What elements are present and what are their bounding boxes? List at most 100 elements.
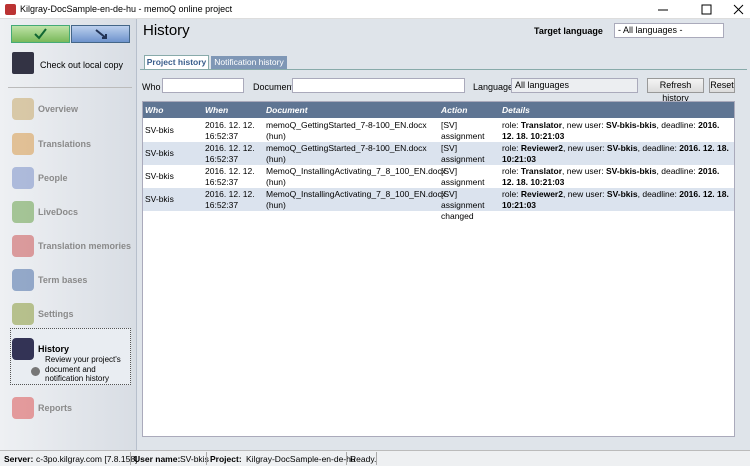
nav-item[interactable]: History: [38, 344, 70, 354]
document-select[interactable]: [292, 78, 465, 93]
status-user: SV-bkis: [180, 454, 209, 464]
table-row[interactable]: SV-bkis 2016. 12. 12. 16:52:37 MemoQ_Insta…: [143, 188, 734, 221]
cell-who: SV-bkis: [145, 125, 174, 135]
cell-who: SV-bkis: [145, 171, 174, 181]
cell-details: role: Translator, new user: SV-bkis-bkis…: [502, 120, 732, 142]
detail-segment: SV-bkis-bkis: [605, 120, 657, 130]
cell-details: role: Reviewer2, new user: SV-bkis, dead…: [502, 143, 732, 165]
title-bar: Kilgray-DocSample-en-de-hu - memoQ onlin…: [0, 0, 750, 19]
nav-item[interactable]: People: [38, 173, 68, 183]
nav-item[interactable]: Settings: [38, 309, 74, 319]
detail-segment: , new user:: [562, 189, 607, 199]
table-row[interactable]: SV-bkis 2016. 12. 12. 16:52:37 memoQ_Getti…: [143, 119, 734, 152]
cell-when: 2016. 12. 12. 16:52:37: [205, 120, 255, 141]
nav-icon: [12, 269, 34, 291]
cell-who: SV-bkis: [145, 148, 174, 158]
detail-segment: , deadline:: [656, 120, 699, 130]
cell-document: memoQ_GettingStarted_7-8-100_EN.docx (hu…: [266, 120, 427, 141]
detail-segment: role:: [502, 166, 521, 176]
target-language-label: Target language: [534, 26, 603, 36]
status-server-label: Server:: [4, 454, 34, 464]
nav-icon: [12, 201, 34, 223]
table-row[interactable]: SV-bkis 2016. 12. 12. 16:52:37 MemoQ_Insta…: [143, 165, 734, 198]
status-bar: Server: c-3po.kilgray.com [7.8.158] User n…: [0, 450, 750, 466]
tab-active[interactable]: Project history: [144, 55, 209, 69]
nav-item[interactable]: Overview: [38, 104, 79, 114]
sync-button[interactable]: [71, 25, 130, 43]
status-separator: [346, 452, 347, 465]
help-icon[interactable]: [31, 367, 40, 376]
separator: [8, 87, 132, 88]
column-header[interactable]: Action: [441, 105, 468, 115]
cell-action: [SV] assignment changed: [441, 189, 485, 221]
table-row[interactable]: SV-bkis 2016. 12. 12. 16:52:37 memoQ_Getti…: [143, 142, 734, 175]
status-project: Kilgray-DocSample-en-de-hu: [246, 454, 356, 464]
checkout-icon: [12, 52, 34, 74]
detail-segment: Translator: [520, 166, 563, 176]
detail-segment: role:: [502, 120, 521, 130]
status-separator: [130, 452, 131, 465]
app-icon: [5, 4, 16, 15]
checkout-link[interactable]: Check out local copy: [40, 60, 124, 70]
reset-button[interactable]: Reset: [709, 78, 735, 93]
cell-details: role: Reviewer2, new user: SV-bkis, dead…: [502, 189, 732, 211]
column-header[interactable]: Document: [266, 105, 308, 115]
history-description: Review your project's document and notif…: [45, 355, 121, 383]
nav-icon: [12, 98, 34, 120]
nav-item[interactable]: Term bases: [38, 275, 88, 285]
cell-document: memoQ_GettingStarted_7-8-100_EN.docx (hu…: [266, 143, 427, 164]
refresh-button[interactable]: Refresh history: [647, 78, 704, 103]
target-language-select[interactable]: - All languages -: [614, 23, 724, 38]
active-nav-box: [10, 328, 131, 385]
page-title: History: [143, 22, 190, 39]
detail-segment: , new user:: [562, 120, 606, 130]
cell-when: 2016. 12. 12. 16:52:37: [205, 166, 255, 187]
language-value: All languages: [515, 80, 570, 90]
who-label: Who: [142, 82, 161, 92]
detail-segment: , deadline:: [637, 143, 680, 153]
cell-when: 2016. 12. 12. 16:52:37: [205, 143, 255, 164]
column-header[interactable]: When: [205, 105, 229, 115]
who-select[interactable]: [162, 78, 244, 93]
cell-document: MemoQ_InstallingActivating_7_8_100_EN.do…: [266, 166, 447, 187]
nav-icon: [12, 235, 34, 257]
nav-item[interactable]: Translations: [38, 139, 92, 149]
window-controls[interactable]: [655, 0, 750, 19]
detail-segment: 2016. 12. 18. 10:21:03: [502, 189, 729, 210]
column-header[interactable]: Who: [145, 105, 164, 115]
status-server: c-3po.kilgray.com [7.8.158]: [36, 454, 138, 464]
status-user-label: User name:: [134, 454, 181, 464]
nav-icon: [12, 133, 34, 155]
detail-segment: 2016. 12. 18. 10:21:03: [502, 120, 720, 141]
detail-segment: , new user:: [562, 166, 606, 176]
check-in-button[interactable]: [11, 25, 70, 43]
detail-segment: role:: [502, 143, 521, 153]
document-label: Document: [253, 82, 295, 92]
nav-item[interactable]: LiveDocs: [38, 207, 79, 217]
column-header[interactable]: Details: [502, 105, 530, 115]
language-label: Language: [473, 82, 514, 92]
table-header: [143, 102, 734, 118]
cell-who: SV-bkis: [145, 194, 174, 204]
sidebar: Check out local copy Review your project…: [0, 19, 137, 450]
status-separator: [376, 452, 377, 465]
detail-segment: Reviewer2: [520, 189, 563, 199]
main-panel: History Target language - All languages …: [137, 19, 750, 450]
nav-item[interactable]: Translation memories: [38, 241, 132, 251]
detail-segment: , deadline:: [637, 189, 680, 199]
history-table: Who When Document Action Details SV-bkis 2016.…: [142, 101, 735, 437]
detail-segment: Translator: [520, 120, 563, 130]
detail-segment: , new user:: [562, 143, 607, 153]
tab[interactable]: Notification history: [211, 56, 287, 69]
nav-icon: [12, 338, 34, 360]
detail-segment: Reviewer2: [520, 143, 563, 153]
status-project-label: Project:: [210, 454, 242, 464]
detail-segment: SV-bkis: [606, 189, 638, 199]
detail-segment: 2016. 12. 18. 10:21:03: [502, 143, 729, 164]
target-language-value: - All languages -: [618, 25, 683, 35]
detail-segment: role:: [502, 189, 521, 199]
nav-icon: [12, 397, 34, 419]
nav-item[interactable]: Reports: [38, 403, 73, 413]
language-select[interactable]: All languages: [511, 78, 638, 93]
